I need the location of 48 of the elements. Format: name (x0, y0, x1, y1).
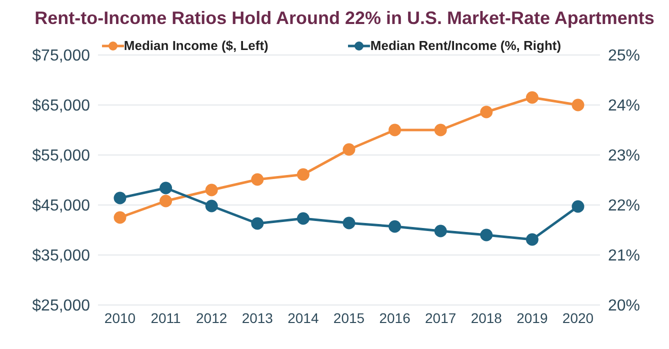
point (160, 194, 172, 208)
point (342, 143, 356, 156)
chart-title: Rent-to-Income Ratios Hold Around 22% in U.S. Market-Rate Apartments (34, 8, 656, 30)
point (205, 184, 218, 196)
y2-tick-label: 24% (608, 98, 640, 115)
x-tick-label: 2016 (379, 310, 411, 326)
y2-tick-label: 22% (608, 198, 640, 215)
y2-tick-label: 20% (608, 298, 640, 315)
y-tick-label: $25,000 (32, 298, 90, 315)
x-tick-label: 2018 (470, 310, 502, 326)
y-tick-label: $45,000 (32, 198, 90, 215)
point (296, 212, 310, 225)
y-tick-label: $65,000 (32, 98, 90, 115)
point (388, 124, 402, 136)
x-tick-label: 2013 (242, 310, 274, 326)
point (205, 200, 218, 212)
y2-tick-label: 21% (608, 248, 640, 265)
x-tick-label: 2012 (196, 310, 228, 326)
x-tick-label: 2019 (516, 310, 548, 326)
x-tick-label: 2011 (150, 310, 182, 326)
point (114, 192, 126, 204)
y-tick-label: $55,000 (32, 148, 90, 165)
point (342, 216, 356, 230)
point (434, 124, 447, 136)
x-tick-label: 2020 (562, 310, 594, 326)
point (296, 168, 310, 181)
point (526, 233, 538, 246)
x-tick-label: 2014 (288, 310, 319, 326)
point (480, 106, 493, 118)
point (114, 211, 126, 224)
point (251, 217, 264, 230)
point (526, 91, 538, 104)
y2-tick-label: 25% (608, 48, 640, 65)
point (572, 98, 584, 112)
point (160, 182, 172, 194)
y-tick-label: $75,000 (32, 48, 90, 65)
legend-label: Median Rent/Income (%, Right) (370, 38, 562, 53)
point (572, 200, 584, 213)
point (388, 220, 402, 233)
point (251, 173, 264, 186)
y-tick-label: $35,000 (32, 248, 90, 265)
x-tick-label: 2015 (333, 310, 365, 326)
point (434, 224, 447, 238)
x-tick-label: 2017 (425, 310, 456, 326)
y2-tick-label: 23% (608, 148, 640, 165)
legend-label: Median Income ($, Left) (124, 38, 268, 53)
x-tick-label: 2010 (104, 310, 136, 326)
point (480, 228, 493, 242)
